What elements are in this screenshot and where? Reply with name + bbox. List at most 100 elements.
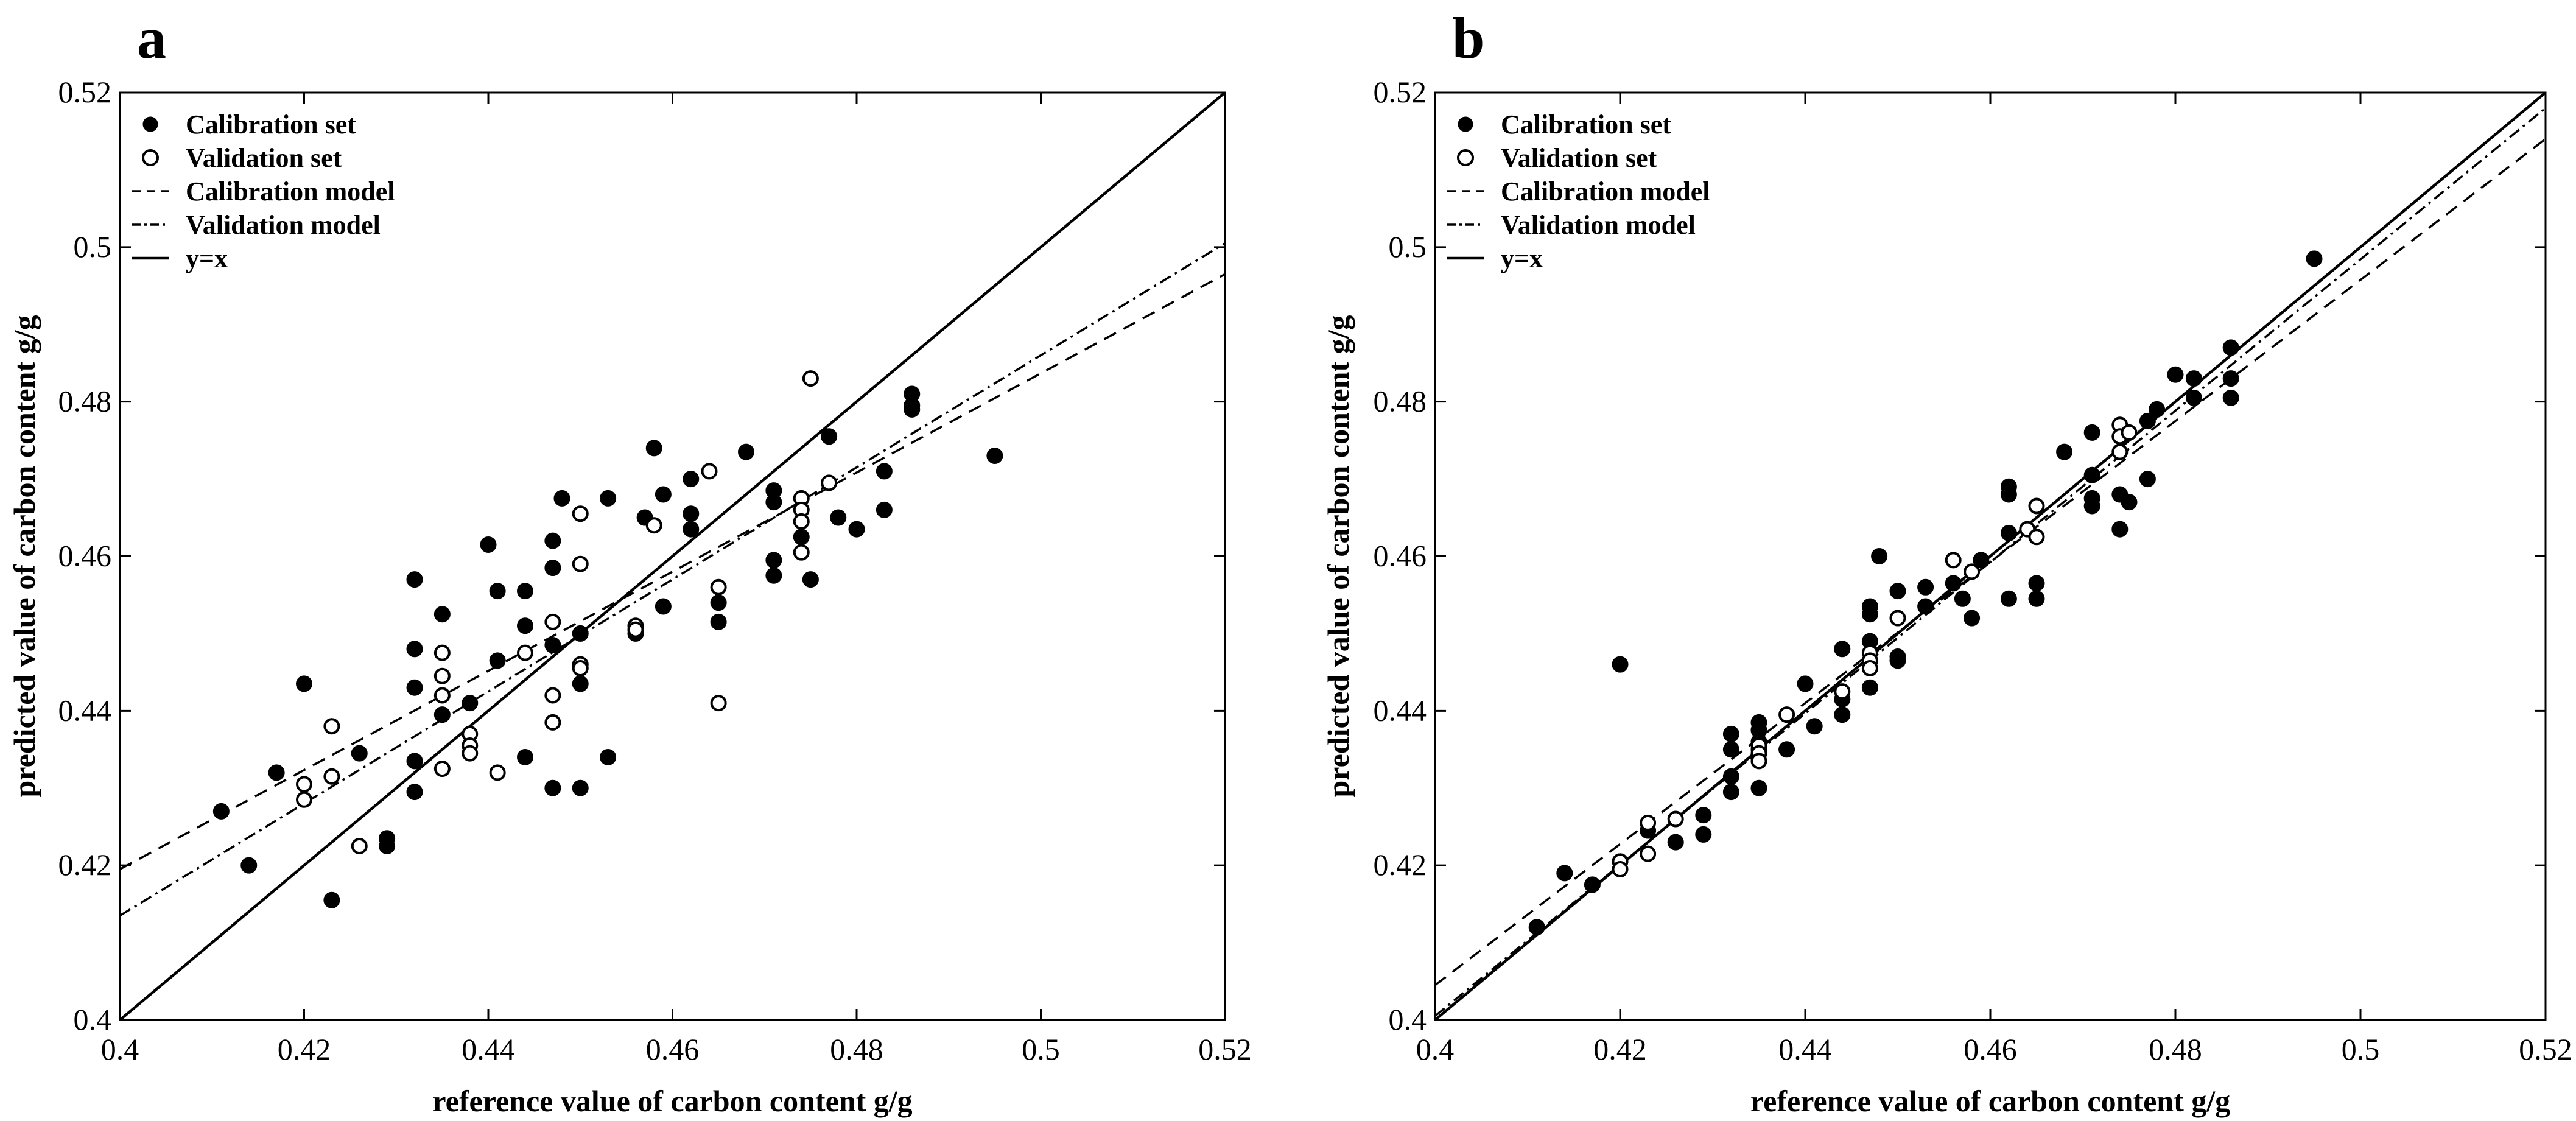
calibration-point [544, 532, 561, 549]
panel-b: b 0.4 0.42 0.44 0.46 0.48 0.5 0.520.40.420.440… [1321, 5, 2572, 1118]
validation-point [296, 791, 312, 808]
calibration-point [986, 448, 1003, 465]
y-tick-label: 0.4 [74, 1002, 112, 1036]
legend-marker [142, 149, 159, 166]
y-tick-label: 0.42 [58, 848, 112, 882]
calibration-point [2306, 250, 2323, 267]
calibration-point [1917, 598, 1934, 615]
calibration-point [212, 803, 230, 820]
x-tick-label: 0.52 [1198, 1032, 1252, 1066]
calibration-point [1806, 718, 1823, 735]
calibration-point [2111, 521, 2129, 538]
calibration-point [802, 571, 819, 588]
calibration-point [544, 779, 561, 796]
validation-point [1750, 753, 1767, 770]
panel-letter-b: b [1452, 5, 1484, 71]
calibration-point [2121, 494, 2138, 511]
calibration-point [406, 641, 423, 658]
x-tick-label: 0.4 [101, 1032, 139, 1066]
x-axis-label-b: reference value of carbon content g/g [1750, 1084, 2230, 1118]
calibration-point [2000, 524, 2017, 541]
validation-point [323, 718, 340, 735]
legend-label: Validation model [186, 210, 381, 240]
calibration-point [1871, 548, 1888, 564]
validation-point [323, 768, 340, 785]
x-tick-label: 0.5 [1022, 1032, 1060, 1066]
calibration-point [600, 748, 617, 765]
calibration-point [2185, 389, 2202, 406]
validation-point [793, 513, 810, 530]
calibration-model-line [1435, 138, 2546, 986]
validation-point [627, 621, 644, 638]
calibration-point [572, 625, 589, 642]
calibration-point [379, 837, 396, 854]
calibration-point [2222, 370, 2239, 387]
calibration-point [765, 567, 782, 584]
calibration-point [2185, 370, 2202, 387]
calibration-point [710, 613, 727, 630]
validation-point [296, 776, 312, 793]
y-tick-label: 0.52 [58, 75, 112, 109]
calibration-point [2149, 401, 2166, 418]
calibration-point [1667, 834, 1684, 851]
calibration-point [544, 560, 561, 577]
y-tick-label: 0.44 [1374, 693, 1427, 727]
calibration-point [821, 428, 838, 445]
validation-point [645, 517, 662, 534]
calibration-point [2028, 590, 2045, 607]
calibration-point [1834, 706, 1851, 723]
y-tick-label: 0.44 [58, 693, 112, 727]
calibration-point [1722, 784, 1739, 801]
calibration-point [296, 675, 312, 692]
validation-point [2028, 497, 2045, 515]
calibration-point [572, 675, 589, 692]
calibration-point [683, 521, 700, 538]
x-tick-label: 0.42 [1593, 1032, 1647, 1066]
calibration-point [765, 552, 782, 569]
calibration-point [645, 440, 662, 457]
calibration-point [1917, 578, 1934, 596]
y-tick-label: 0.48 [1374, 384, 1427, 418]
calibration-point [2000, 590, 2017, 607]
y-axis-label-a: predicted value of carbon content g/g [7, 315, 41, 797]
x-tick-label: 0.46 [1964, 1032, 2017, 1066]
validation-point [710, 578, 727, 596]
calibration-point [600, 490, 617, 507]
x-tick-label: 0.42 [278, 1032, 331, 1066]
y-tick-label: 0.5 [74, 230, 112, 264]
calibration-point [553, 490, 570, 507]
validation-point [572, 505, 589, 522]
calibration-point [655, 486, 672, 503]
calibration-point [433, 706, 451, 723]
calibration-point [876, 501, 893, 518]
calibration-point [710, 594, 727, 611]
calibration-point [462, 695, 479, 712]
validation-point [821, 474, 838, 491]
calibration-point [683, 505, 700, 522]
calibration-point [793, 529, 810, 546]
calibration-point [1973, 552, 1990, 569]
legend-label: Calibration set [1501, 110, 1671, 139]
calibration-point [2222, 389, 2239, 406]
calibration-point [517, 748, 533, 765]
x-tick-label: 0.4 [1416, 1032, 1455, 1066]
validation-point [1889, 610, 1906, 627]
calibration-point [572, 779, 589, 796]
validation-point [1667, 810, 1684, 828]
calibration-point [2083, 424, 2100, 441]
validation-point [701, 463, 718, 480]
calibration-point [1889, 652, 1906, 669]
legend-label: Validation set [186, 143, 342, 173]
validation-point [1612, 861, 1629, 878]
calibration-point [738, 443, 754, 460]
y-tick-label: 0.46 [1374, 539, 1427, 573]
calibration-point [2222, 339, 2239, 356]
x-axis-label-a: reference value of carbon content g/g [432, 1084, 912, 1118]
calibration-point [406, 679, 423, 696]
calibration-point [1750, 779, 1767, 796]
calibration-point [406, 753, 423, 770]
calibration-point [1695, 807, 1712, 824]
calibration-point [1889, 583, 1906, 600]
validation-model-line [120, 242, 1225, 917]
legend-marker [1457, 149, 1474, 166]
